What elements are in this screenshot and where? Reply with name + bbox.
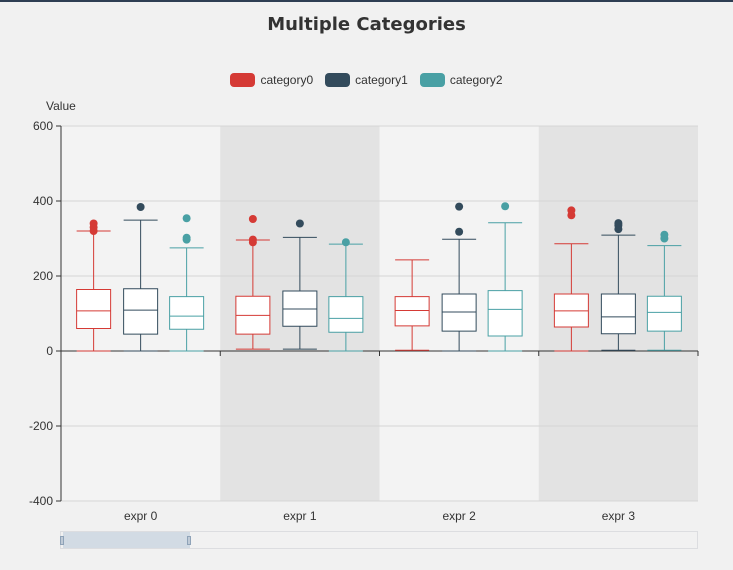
y-tick-label: -200	[29, 419, 53, 433]
box-iqr[interactable]	[646, 295, 682, 332]
x-tick-label: expr 2	[442, 509, 476, 523]
box-iqr[interactable]	[123, 288, 159, 335]
outlier-point[interactable]	[248, 235, 257, 244]
top-border	[0, 0, 733, 2]
legend-swatch-category0	[230, 73, 256, 87]
outlier-point[interactable]	[501, 202, 510, 211]
legend-swatch-category1	[325, 73, 351, 87]
legend-label-category2: category2	[449, 73, 503, 87]
x-tick-label: expr 0	[124, 509, 158, 523]
outlier-point[interactable]	[248, 215, 257, 223]
outlier-point[interactable]	[614, 219, 623, 228]
legend-label-category0: category0	[260, 73, 314, 87]
y-tick-label: 0	[46, 344, 53, 358]
y-tick-label: 400	[33, 194, 53, 208]
outlier-point[interactable]	[567, 206, 576, 215]
box-iqr[interactable]	[328, 296, 364, 333]
box-iqr[interactable]	[76, 289, 112, 329]
x-tick-label: expr 3	[602, 509, 636, 523]
data-zoom-handle-end[interactable]	[187, 536, 191, 545]
y-tick-label: 600	[33, 119, 53, 133]
box-iqr[interactable]	[600, 293, 636, 335]
outlier-point[interactable]	[182, 214, 191, 223]
box-iqr[interactable]	[441, 293, 477, 332]
data-zoom-handle-start[interactable]	[60, 536, 64, 545]
outlier-point[interactable]	[341, 238, 350, 247]
legend-label-category1: category1	[355, 73, 408, 87]
x-tick-label: expr 1	[283, 509, 317, 523]
y-tick-label: 200	[33, 269, 53, 283]
outlier-point[interactable]	[136, 203, 145, 211]
data-zoom-window[interactable]	[63, 532, 190, 548]
box-iqr[interactable]	[487, 290, 523, 337]
legend: category0 category1 category2	[0, 73, 733, 87]
outlier-point[interactable]	[455, 227, 464, 236]
legend-item-category0[interactable]: category0	[230, 73, 313, 87]
outlier-point[interactable]	[295, 219, 304, 228]
legend-swatch-category2	[419, 73, 445, 87]
box-iqr[interactable]	[169, 296, 205, 330]
outlier-point[interactable]	[660, 230, 669, 239]
legend-item-category2[interactable]: category2	[419, 73, 503, 87]
data-zoom-slider[interactable]	[60, 531, 698, 549]
outlier-point[interactable]	[182, 233, 191, 242]
legend-item-category1[interactable]: category1	[325, 73, 408, 87]
box-iqr[interactable]	[394, 296, 430, 327]
outlier-point[interactable]	[89, 219, 98, 228]
outlier-point[interactable]	[455, 202, 464, 211]
chart-title: Multiple Categories	[267, 14, 466, 35]
y-axis-title: Value	[46, 99, 76, 113]
y-tick-label: -400	[29, 494, 53, 508]
